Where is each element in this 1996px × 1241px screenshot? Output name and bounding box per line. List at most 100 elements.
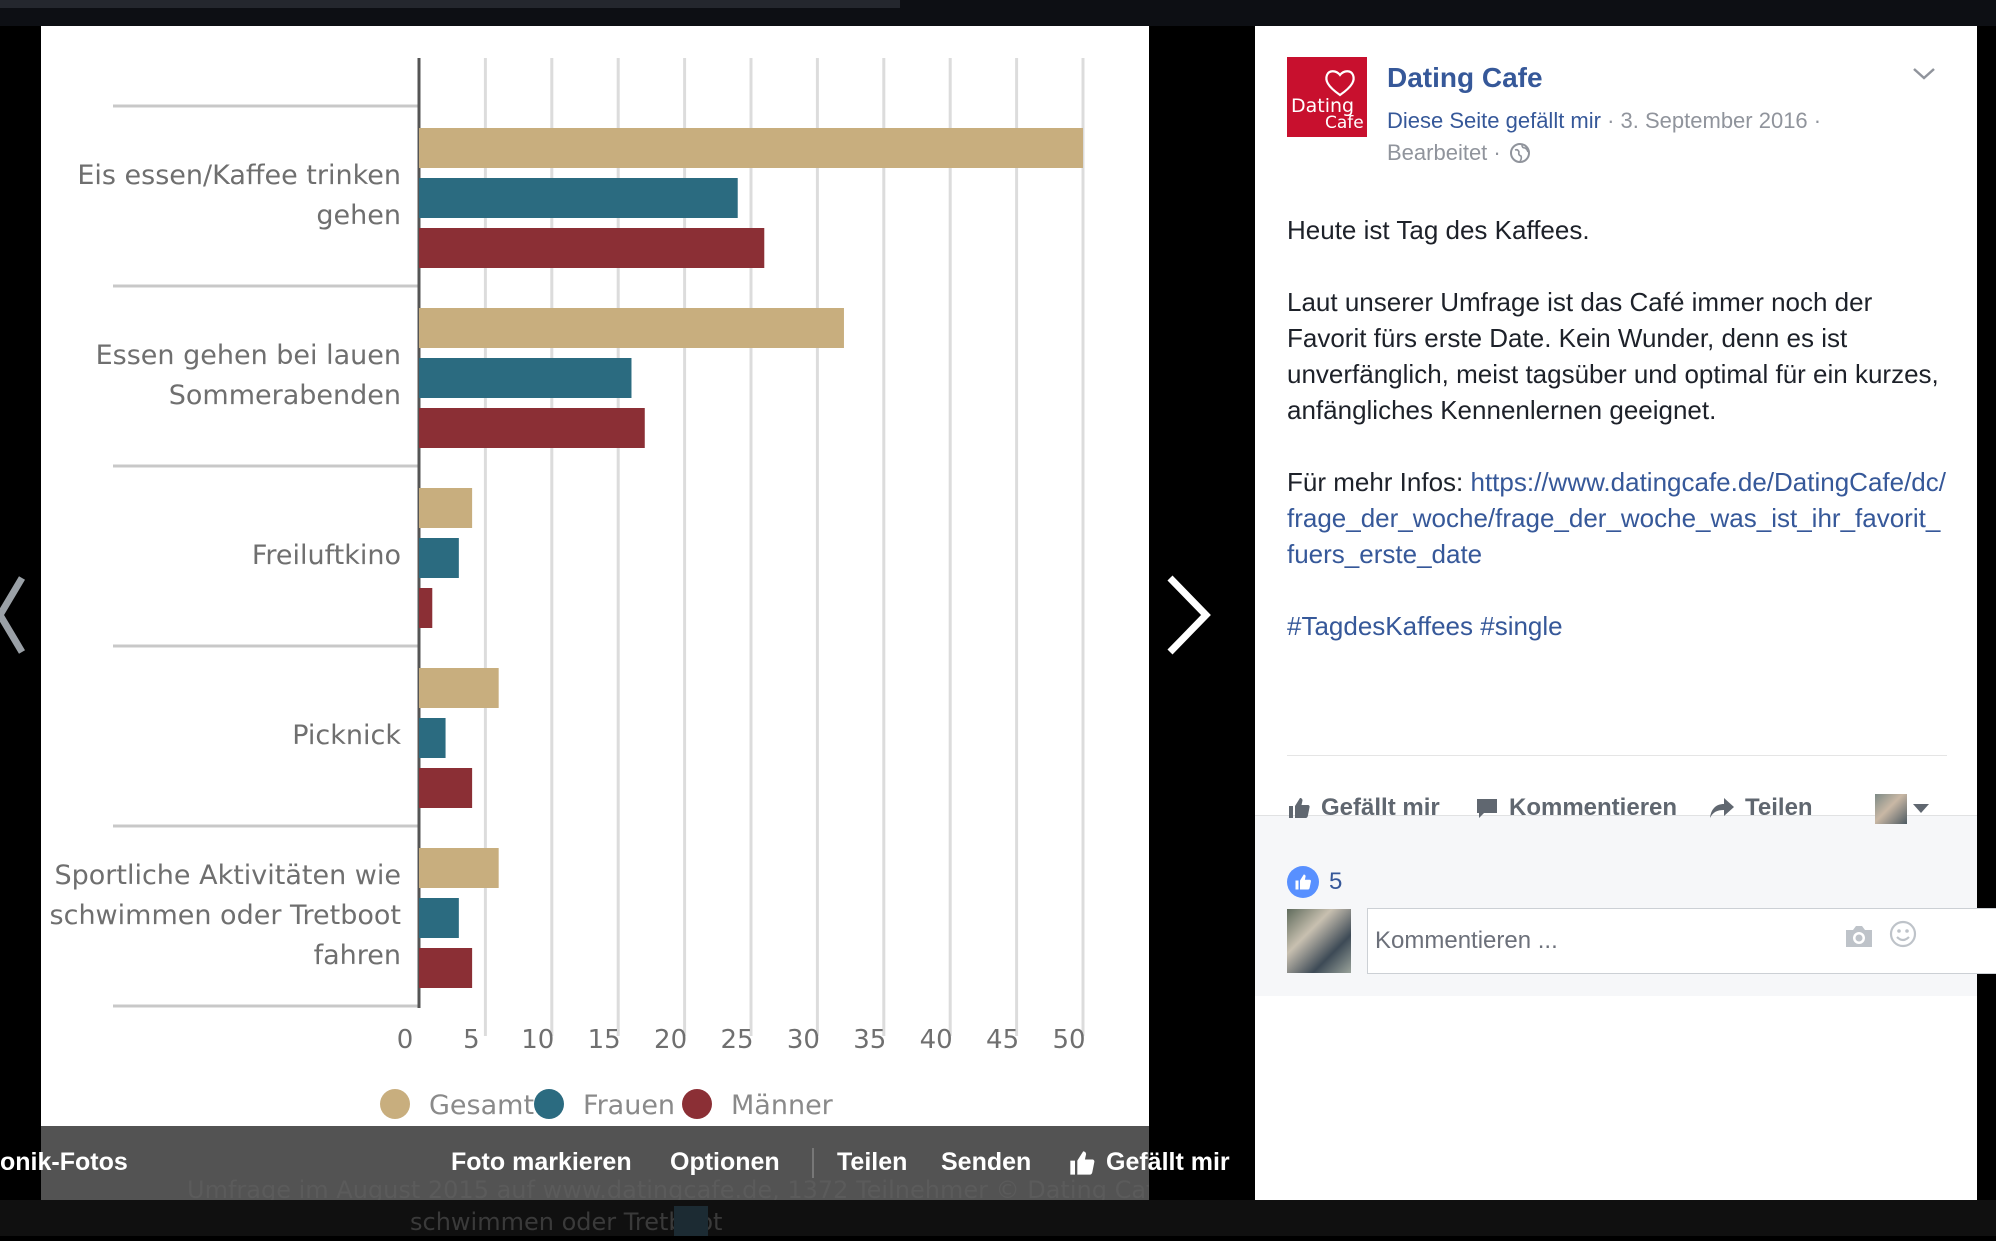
photo-action-overlay: Umfrage im August 2015 auf www.datingcaf… <box>41 1126 1238 1204</box>
next-photo-arrow[interactable] <box>1160 560 1220 670</box>
x-tick-label: 20 <box>654 1025 687 1055</box>
category-label: Sportliche Aktivitäten wie <box>54 860 401 891</box>
top-bar-strip <box>0 0 900 8</box>
comment-input[interactable] <box>1368 909 1835 973</box>
x-tick-label: 0 <box>397 1025 414 1055</box>
like-button[interactable]: Gefällt mir <box>1287 794 1440 822</box>
legend-swatch-frauen <box>534 1089 564 1119</box>
globe-icon[interactable] <box>1509 142 1531 164</box>
post-as-selector[interactable] <box>1875 794 1929 824</box>
post-paragraph-1: Heute ist Tag des Kaffees. <box>1287 215 1590 245</box>
bar-männer <box>419 588 433 628</box>
legend-label-frauen: Frauen <box>583 1090 675 1121</box>
chevron-right-icon <box>1167 575 1211 655</box>
source-note-layer: Umfrage im August 2015 auf www.datingcaf… <box>187 1176 1238 1204</box>
share-photo-button[interactable]: Teilen <box>837 1148 908 1176</box>
category-label: fahren <box>314 940 401 971</box>
bar-gesamt <box>419 848 499 888</box>
chart-source-note: Umfrage im August 2015 auf www.datingcaf… <box>187 1176 1149 1200</box>
thumbs-up-icon <box>1295 874 1311 890</box>
reactions-summary[interactable]: 5 <box>1287 866 1342 898</box>
like-photo-button[interactable]: Gefällt mir <box>1068 1148 1230 1177</box>
share-button[interactable]: Teilen <box>1709 794 1813 822</box>
post-paragraph-2: Laut unserer Umfrage ist das Café immer … <box>1287 287 1939 425</box>
like-button-label: Gefällt mir <box>1321 794 1440 821</box>
chevron-left-icon <box>0 576 26 654</box>
logo-text-dating: Dating <box>1291 95 1355 117</box>
x-tick-label: 5 <box>463 1025 480 1055</box>
x-tick-label: 30 <box>787 1025 820 1055</box>
viewer-top-bar <box>0 0 1996 26</box>
bar-männer <box>419 408 645 448</box>
previous-photo-arrow[interactable] <box>0 560 40 670</box>
post-text: Heute ist Tag des Kaffees. Laut unserer … <box>1287 212 1947 680</box>
heart-icon <box>1325 70 1355 97</box>
options-button[interactable]: Optionen <box>670 1148 780 1176</box>
album-link[interactable]: onik-Fotos <box>0 1148 128 1176</box>
actions-divider <box>1287 755 1947 756</box>
camera-icon[interactable] <box>1844 923 1874 949</box>
post-options-chevron[interactable] <box>1911 64 1937 84</box>
x-tick-label: 10 <box>521 1025 554 1055</box>
legend-swatch-männer <box>682 1089 712 1119</box>
emoji-icon[interactable] <box>1888 919 1918 949</box>
x-tick-label: 50 <box>1052 1025 1085 1055</box>
thumbs-up-icon <box>1070 1150 1095 1175</box>
clipped-chart-bottom: schwimmen oder Tretboot <box>0 1200 1996 1236</box>
post-paragraph-3: Für mehr Infos: https://www.datingcafe.d… <box>1287 464 1947 572</box>
legend-label-gesamt: Gesamt <box>429 1090 534 1121</box>
page-logo[interactable]: Dating Cafe <box>1287 57 1367 137</box>
like-reaction-icon <box>1287 866 1319 898</box>
post-date[interactable]: · 3. September 2016 · <box>1600 108 1822 133</box>
clipped-category-label: schwimmen oder Tretboot <box>410 1208 722 1236</box>
like-photo-label: Gefällt mir <box>1106 1148 1230 1176</box>
page-name-link[interactable]: Dating Cafe <box>1387 62 1543 93</box>
overlay-divider <box>812 1148 814 1178</box>
legend-label-männer: Männer <box>731 1090 834 1121</box>
survey-link[interactable]: https://www.datingcafe.de/DatingCafe/dc/… <box>1287 467 1946 569</box>
category-label: gehen <box>316 200 401 231</box>
commenter-avatar[interactable] <box>1287 909 1351 973</box>
bar-männer <box>419 228 765 268</box>
logo-text-cafe: Cafe <box>1325 113 1364 133</box>
more-info-label: Für mehr Infos: <box>1287 467 1471 497</box>
post-edited-row: Bearbeitet · <box>1387 140 1531 166</box>
category-label: schwimmen oder Tretboot <box>50 900 401 931</box>
hashtag-tagdeskaffees[interactable]: #TagdesKaffees <box>1287 611 1473 641</box>
bar-gesamt <box>419 128 1083 168</box>
post-panel: Dating Cafe Dating Cafe Diese Seite gefä… <box>1255 26 1996 1200</box>
category-label: Sommerabenden <box>169 380 401 411</box>
bar-frauen <box>419 898 459 938</box>
reactions-count: 5 <box>1329 868 1343 895</box>
comment-button[interactable]: Kommentieren <box>1475 794 1677 822</box>
share-arrow-icon <box>1710 798 1734 818</box>
survey-bar-chart: Eis essen/Kaffee trinken gehen Essen gehen… <box>50 58 1086 1121</box>
category-label: Picknick <box>292 720 401 751</box>
x-tick-label: 35 <box>853 1025 886 1055</box>
tag-photo-button[interactable]: Foto markieren <box>451 1148 632 1176</box>
caret-down-icon <box>1913 804 1929 813</box>
send-photo-button[interactable]: Senden <box>941 1148 1032 1176</box>
page-liked-link[interactable]: Diese Seite gefällt mir <box>1387 108 1601 133</box>
x-tick-label: 15 <box>588 1025 621 1055</box>
comment-composer <box>1367 908 1996 974</box>
share-button-label: Teilen <box>1745 794 1813 821</box>
x-tick-label: 25 <box>720 1025 753 1055</box>
x-tick-label: 45 <box>986 1025 1019 1055</box>
bar-gesamt <box>419 668 499 708</box>
bar-frauen <box>419 178 738 218</box>
bar-frauen <box>419 718 446 758</box>
bar-frauen <box>419 538 459 578</box>
category-label: Essen gehen bei lauen <box>96 340 401 371</box>
bar-gesamt <box>419 308 844 348</box>
bar-männer <box>419 948 473 988</box>
x-tick-label: 40 <box>920 1025 953 1055</box>
hashtag-single[interactable]: #single <box>1480 611 1563 641</box>
photo-image[interactable]: Eis essen/Kaffee trinken gehen Essen gehen… <box>41 26 1149 1200</box>
edited-label[interactable]: Bearbeitet · <box>1387 140 1501 165</box>
comment-bubble-icon <box>1477 799 1497 818</box>
post-meta: Diese Seite gefällt mir · 3. September 2… <box>1387 108 1821 134</box>
category-label: Eis essen/Kaffee trinken <box>77 160 401 191</box>
post-hashtags: #TagdesKaffees #single <box>1287 608 1947 644</box>
category-label: Freiluftkino <box>252 540 401 571</box>
